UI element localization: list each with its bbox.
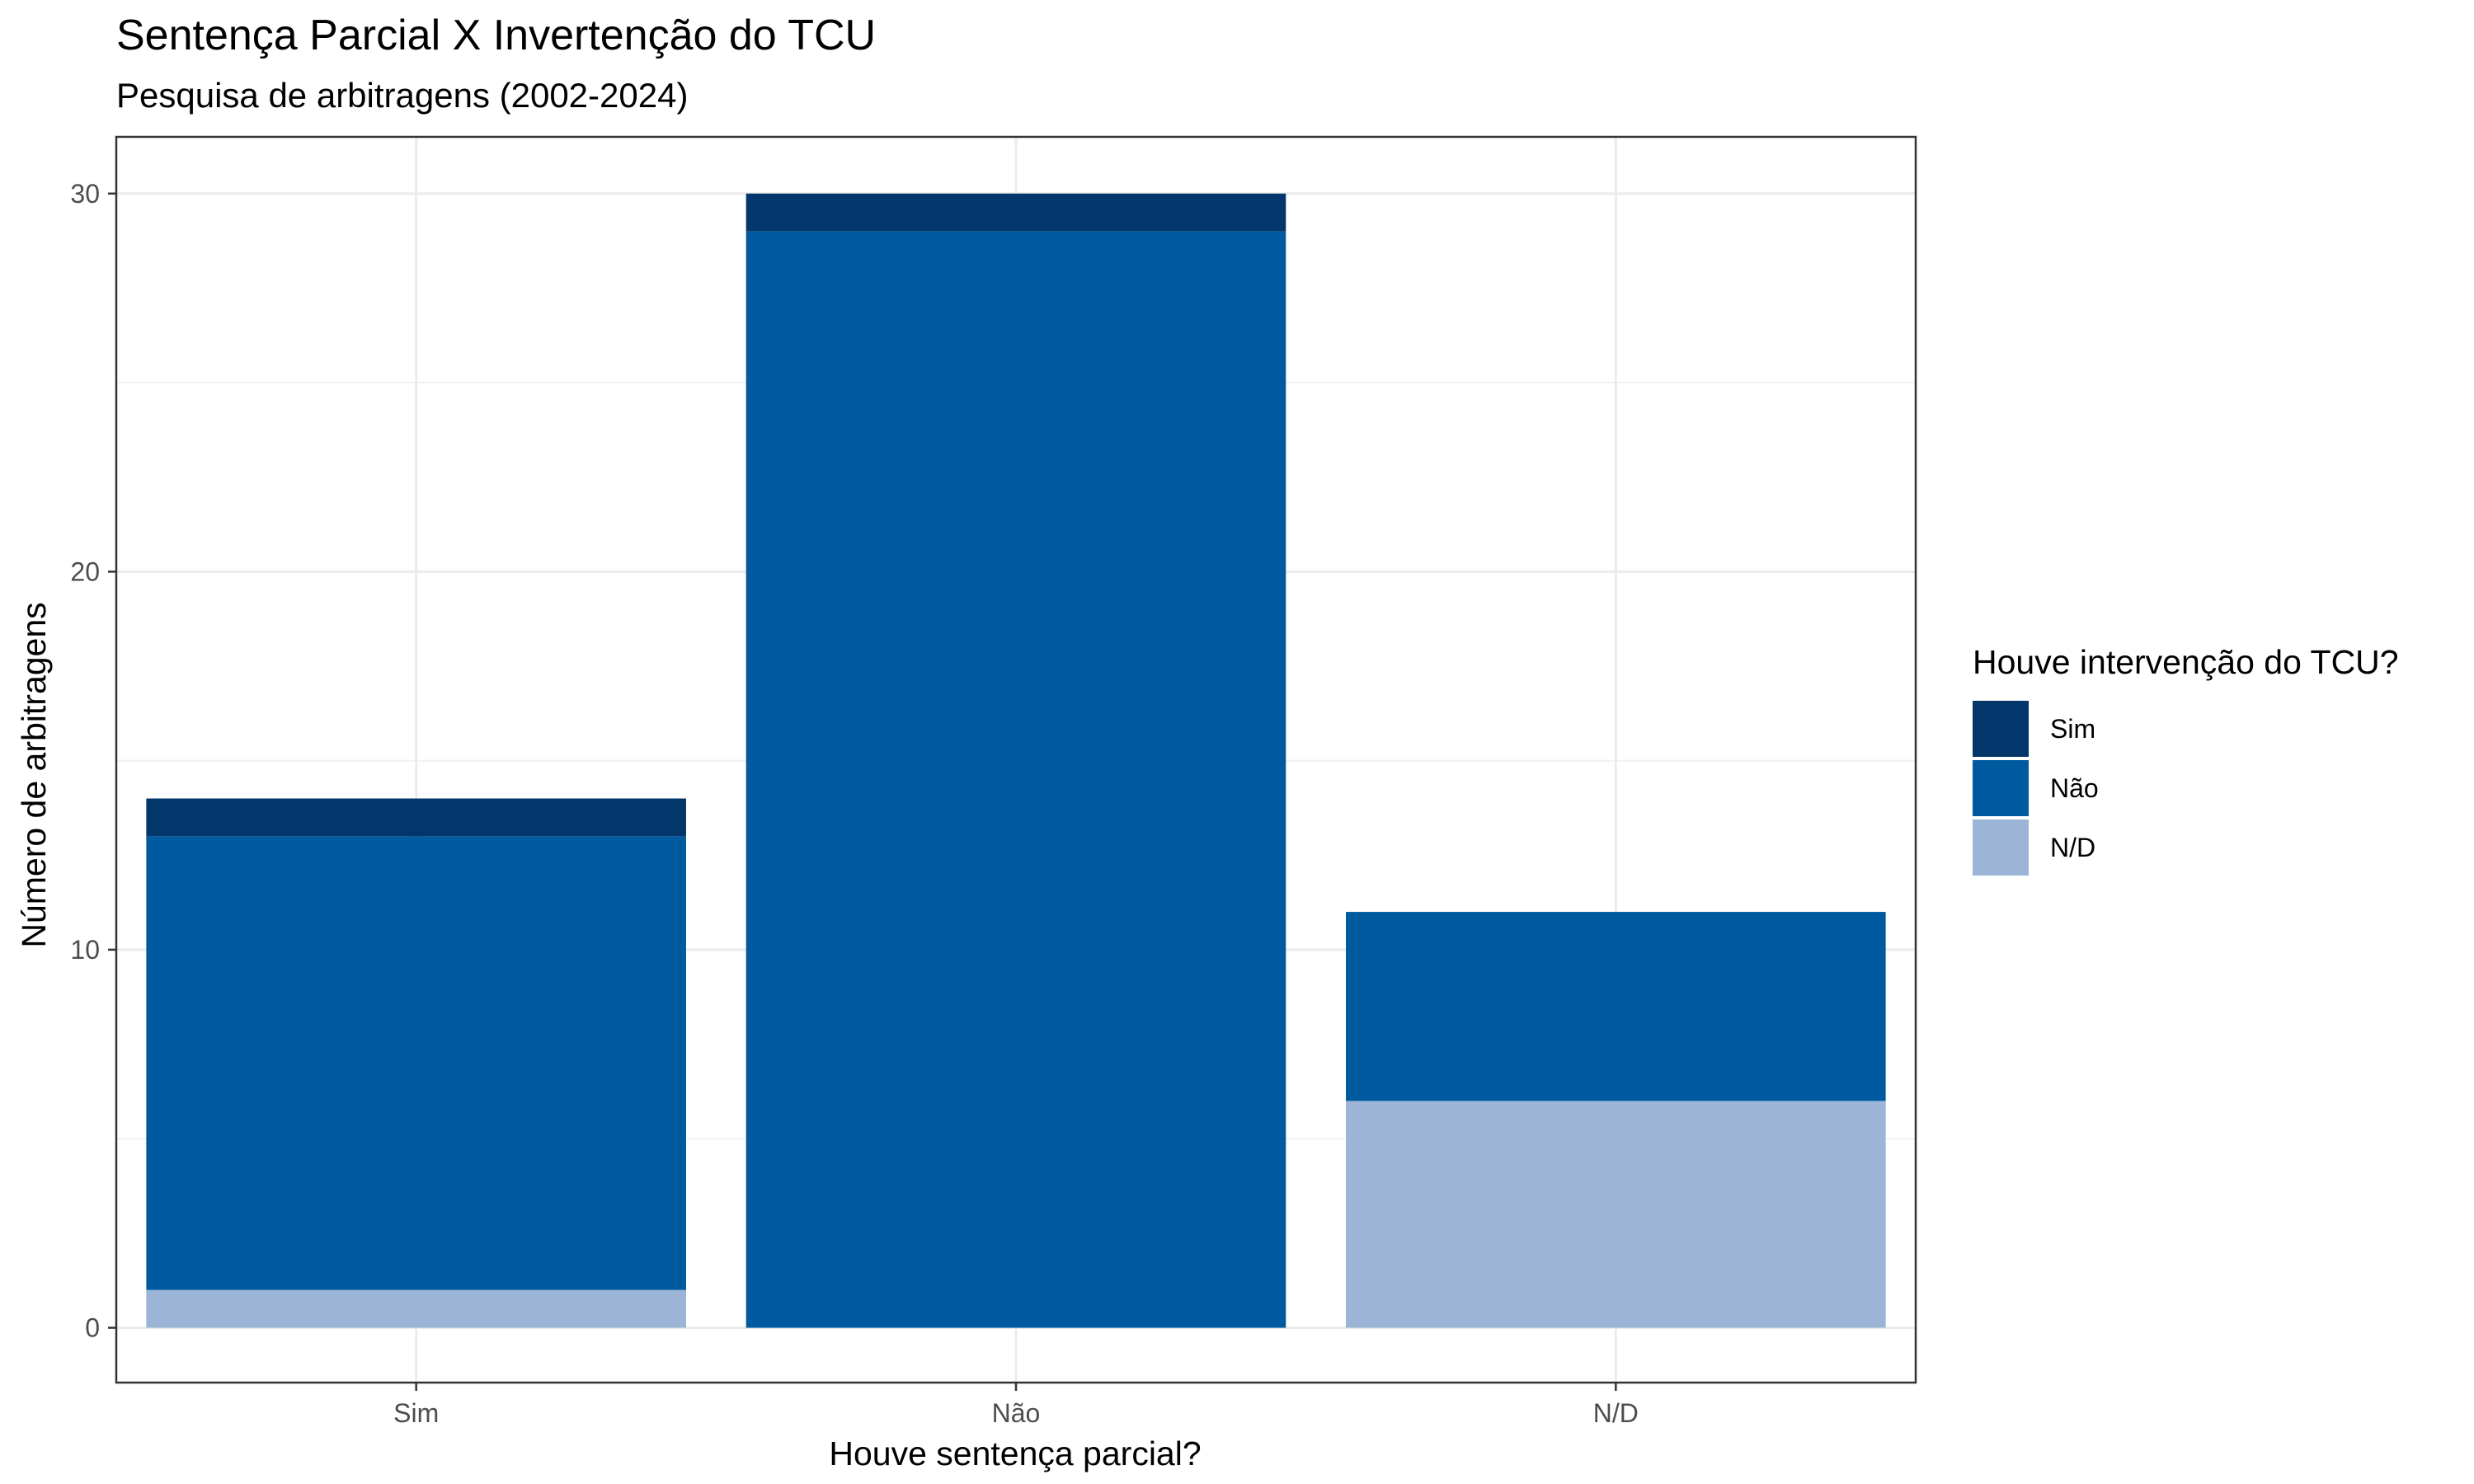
- legend-label: N/D: [2050, 833, 2095, 862]
- y-tick-label: 0: [85, 1313, 100, 1343]
- legend-label: Não: [2050, 773, 2099, 803]
- plot-area: 0 10 20 30 Sim Não N/D: [70, 135, 1917, 1428]
- legend-key: [1973, 819, 2029, 876]
- bar-segment: [1346, 912, 1886, 1101]
- bar-segment: [146, 1289, 686, 1328]
- legend-key: [1973, 701, 2029, 757]
- x-tick-label: Sim: [393, 1398, 439, 1428]
- y-tick-label: 30: [70, 179, 100, 209]
- legend-title: Houve intervenção do TCU?: [1973, 643, 2399, 681]
- x-tick-label: Não: [992, 1398, 1041, 1428]
- chart-title: Sentença Parcial X Invertenção do TCU: [116, 12, 876, 59]
- chart-subtitle: Pesquisa de arbitragens (2002-2024): [116, 76, 688, 115]
- bar-segment: [745, 231, 1286, 1328]
- legend-key: [1973, 760, 2029, 816]
- y-tick-label: 20: [70, 556, 100, 586]
- y-axis-title: Número de arbitragens: [15, 602, 53, 947]
- bar-segment: [1346, 1101, 1886, 1328]
- bar-segment: [146, 798, 686, 837]
- x-axis-title: Houve sentença parcial?: [829, 1435, 1201, 1472]
- x-tick-label: N/D: [1593, 1398, 1639, 1428]
- legend-label: Sim: [2050, 714, 2095, 744]
- legend: Houve intervenção do TCU? Sim Não N/D: [1973, 643, 2399, 876]
- bar-segment: [745, 193, 1286, 232]
- y-tick-label: 10: [70, 935, 100, 965]
- bar-segment: [146, 836, 686, 1290]
